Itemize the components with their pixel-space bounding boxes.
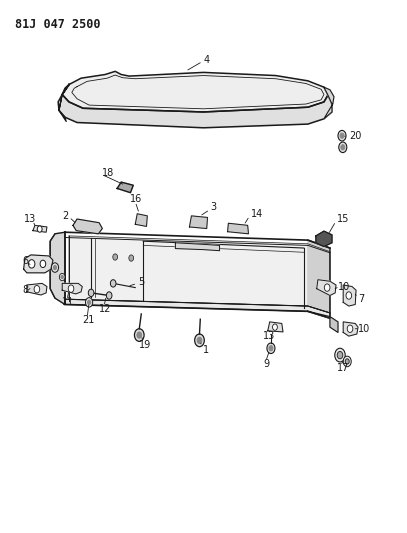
Polygon shape <box>189 216 208 229</box>
Text: 5: 5 <box>138 277 145 287</box>
Text: 2: 2 <box>62 211 68 221</box>
Circle shape <box>347 325 353 333</box>
Circle shape <box>197 337 202 343</box>
Circle shape <box>106 292 112 299</box>
Text: 18: 18 <box>102 167 114 177</box>
Circle shape <box>40 260 46 268</box>
Text: 15: 15 <box>337 214 349 224</box>
Circle shape <box>129 255 133 261</box>
Polygon shape <box>24 255 53 273</box>
Circle shape <box>28 260 35 268</box>
Circle shape <box>267 343 275 353</box>
Circle shape <box>68 285 74 292</box>
Text: 17: 17 <box>337 363 349 373</box>
Polygon shape <box>33 225 47 232</box>
Polygon shape <box>324 87 334 119</box>
Circle shape <box>273 324 277 330</box>
Polygon shape <box>50 232 65 304</box>
Circle shape <box>137 332 142 338</box>
Polygon shape <box>73 219 102 234</box>
Circle shape <box>343 356 351 367</box>
Circle shape <box>341 144 345 150</box>
Text: 12: 12 <box>99 304 112 314</box>
Text: 1: 1 <box>203 345 209 355</box>
Polygon shape <box>27 284 47 295</box>
Polygon shape <box>316 231 332 246</box>
Text: 10: 10 <box>358 324 370 334</box>
Polygon shape <box>343 322 358 336</box>
Circle shape <box>88 300 91 304</box>
Text: 11: 11 <box>62 297 74 308</box>
Circle shape <box>34 286 40 293</box>
Circle shape <box>53 265 57 270</box>
Circle shape <box>110 280 116 287</box>
Text: 6: 6 <box>22 256 28 266</box>
Circle shape <box>335 348 345 362</box>
Circle shape <box>134 329 144 342</box>
Circle shape <box>324 284 330 292</box>
Polygon shape <box>69 236 330 313</box>
Circle shape <box>338 131 346 141</box>
Polygon shape <box>65 299 330 318</box>
Text: 4: 4 <box>204 55 210 64</box>
Text: 8: 8 <box>22 285 28 295</box>
Text: 14: 14 <box>251 209 263 219</box>
Circle shape <box>269 345 273 351</box>
Text: 81J 047 2500: 81J 047 2500 <box>15 18 100 30</box>
Polygon shape <box>175 243 219 251</box>
Polygon shape <box>343 285 356 306</box>
Text: 7: 7 <box>358 294 364 304</box>
Circle shape <box>59 273 65 281</box>
Polygon shape <box>268 322 283 332</box>
Circle shape <box>345 359 349 364</box>
Circle shape <box>340 133 344 139</box>
Text: 10: 10 <box>338 281 350 292</box>
Circle shape <box>339 142 347 152</box>
Circle shape <box>195 334 204 346</box>
Polygon shape <box>62 71 328 112</box>
Text: 9: 9 <box>263 359 269 369</box>
Text: 3: 3 <box>211 203 217 213</box>
Text: 13: 13 <box>24 214 36 224</box>
Polygon shape <box>308 240 330 318</box>
Circle shape <box>61 276 63 279</box>
Polygon shape <box>308 311 338 333</box>
Polygon shape <box>228 223 248 234</box>
Text: 16: 16 <box>130 194 143 204</box>
Circle shape <box>113 254 118 260</box>
Polygon shape <box>117 182 133 192</box>
Circle shape <box>88 289 94 296</box>
Text: 21: 21 <box>82 316 95 325</box>
Circle shape <box>51 263 59 272</box>
Text: 19: 19 <box>138 340 151 350</box>
Circle shape <box>37 226 42 232</box>
Polygon shape <box>317 280 336 295</box>
Circle shape <box>346 292 352 299</box>
Circle shape <box>337 351 343 359</box>
Polygon shape <box>58 85 332 128</box>
Text: 20: 20 <box>349 131 361 141</box>
Polygon shape <box>62 284 82 294</box>
Text: 13: 13 <box>263 331 275 341</box>
Polygon shape <box>135 214 147 227</box>
Circle shape <box>85 297 93 307</box>
